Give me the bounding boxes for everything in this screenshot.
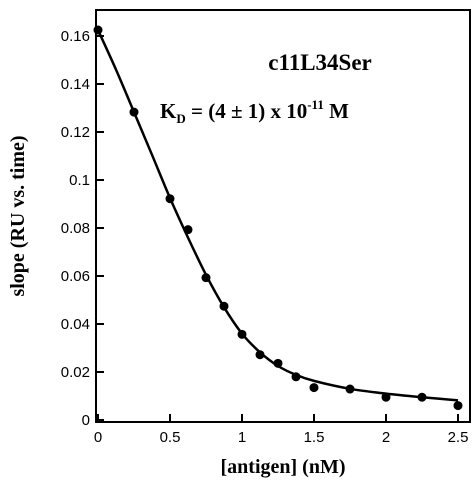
y-tick-label: 0.04: [61, 316, 90, 333]
y-tick-label: 0.06: [61, 268, 90, 285]
data-point: [345, 384, 355, 394]
x-tick-label: 0: [94, 429, 102, 446]
kd-unit: M: [324, 99, 349, 123]
chart-annotation-title: c11L34Ser: [268, 50, 372, 75]
data-point: [291, 372, 301, 382]
data-points: [93, 25, 463, 411]
data-point: [237, 329, 247, 339]
x-tick-label: 2: [382, 429, 390, 446]
x-axis-ticks: 0 0.5 1 1.5 2 2.5: [94, 414, 469, 446]
data-point: [309, 383, 319, 393]
data-point: [165, 194, 175, 204]
y-tick-label: 0.08: [61, 220, 90, 237]
y-axis-ticks: 0 0.02 0.04 0.06 0.08 0.1 0.12 0.14 0.16: [61, 28, 104, 429]
fit-curve: [96, 29, 459, 402]
data-point: [219, 301, 229, 311]
data-point: [93, 25, 103, 35]
kd-middle: = (4 ± 1) x 10: [186, 99, 307, 123]
data-point: [381, 392, 391, 402]
data-point: [453, 401, 463, 411]
data-point: [129, 107, 139, 117]
plot-area-frame: [95, 9, 471, 423]
y-tick-label: 0: [82, 412, 90, 429]
kd-subscript: D: [176, 111, 185, 126]
x-tick-label: 1: [238, 429, 246, 446]
kd-annotation: KD = (4 ± 1) x 10-11 M: [160, 97, 349, 126]
kd-exponent: -11: [307, 97, 324, 112]
y-tick-label: 0.1: [69, 172, 90, 189]
y-axis-label: slope (RU vs. time): [7, 135, 29, 296]
data-point: [183, 225, 193, 235]
kd-prefix: K: [160, 99, 177, 123]
data-point: [417, 392, 427, 402]
data-point: [201, 273, 211, 283]
x-tick-label: 0.5: [160, 429, 181, 446]
data-point: [255, 350, 265, 360]
y-tick-label: 0.02: [61, 364, 90, 381]
y-tick-label: 0.14: [61, 76, 90, 93]
y-tick-label: 0.12: [61, 124, 90, 141]
x-axis-label: [antigen] (nM): [221, 456, 346, 478]
y-tick-label: 0.16: [61, 28, 90, 45]
x-tick-label: 2.5: [448, 429, 469, 446]
x-tick-label: 1.5: [304, 429, 325, 446]
data-point: [273, 358, 283, 368]
